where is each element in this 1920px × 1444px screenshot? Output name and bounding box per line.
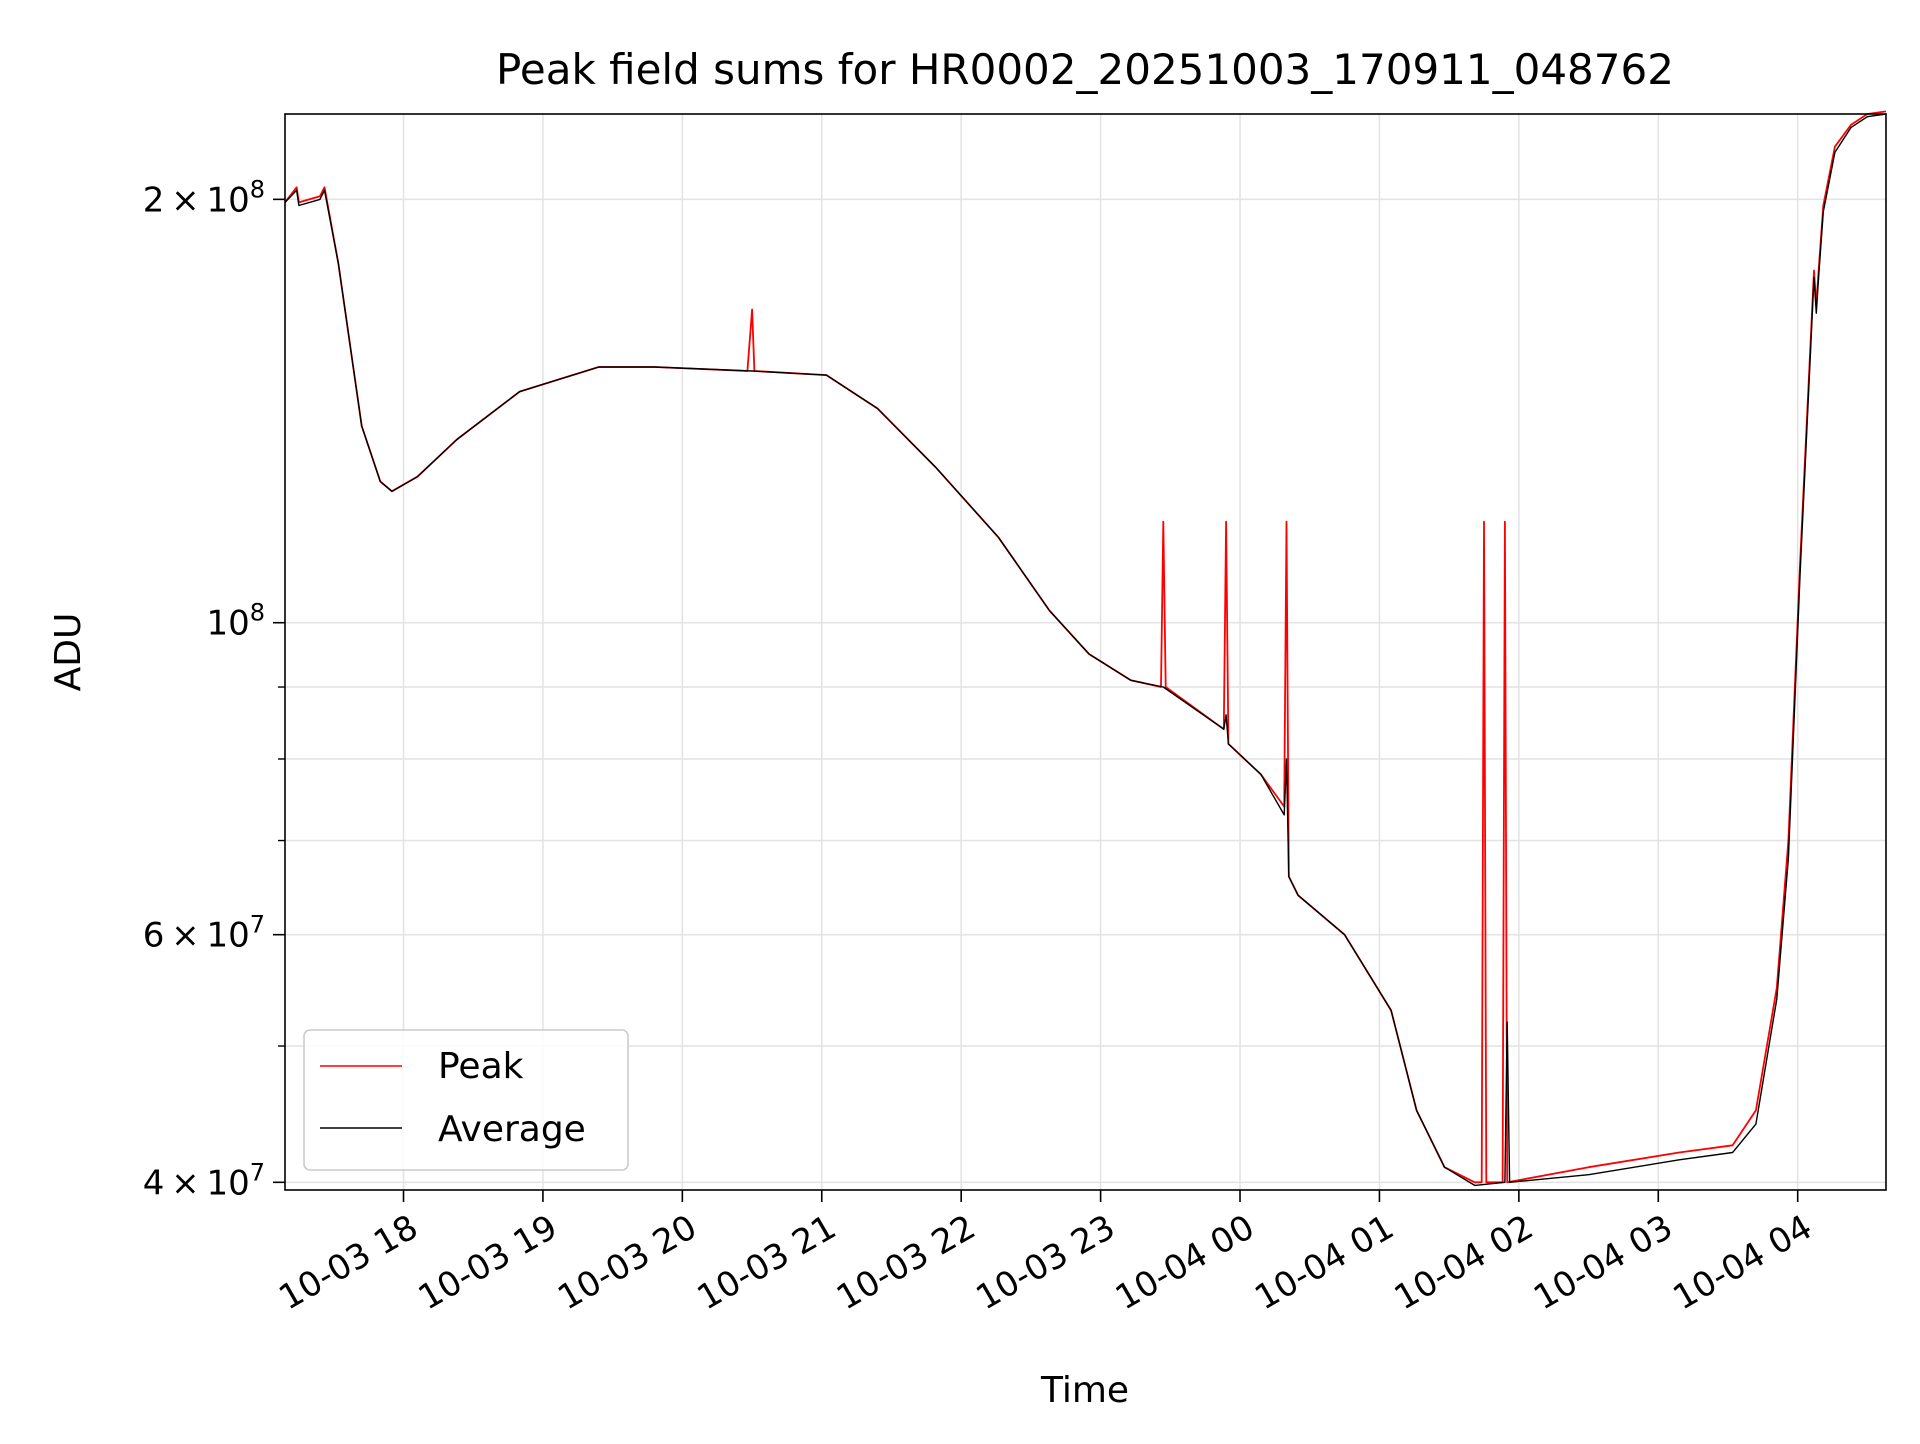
legend-peak-label: Peak bbox=[438, 1046, 524, 1087]
plot-frame bbox=[284, 113, 1887, 1191]
x-axis-label: Time bbox=[1040, 1370, 1129, 1411]
chart-title: Peak field sums for HR0002_20251003_1709… bbox=[496, 45, 1674, 94]
legend-box bbox=[303, 1029, 629, 1171]
series-line-average bbox=[284, 113, 1887, 1187]
legend: Peak Average bbox=[303, 1029, 629, 1171]
y-axis-label: ADU bbox=[48, 613, 89, 692]
y-tick-label: 108 bbox=[206, 599, 265, 644]
y-tick-label: 6 × 107 bbox=[143, 911, 265, 956]
grid bbox=[285, 114, 1886, 1190]
legend-average-label: Average bbox=[438, 1109, 586, 1150]
plot-lines bbox=[284, 110, 1887, 1187]
y-tick-label: 2 × 108 bbox=[143, 175, 265, 220]
y-tick-label: 4 × 107 bbox=[143, 1158, 265, 1203]
